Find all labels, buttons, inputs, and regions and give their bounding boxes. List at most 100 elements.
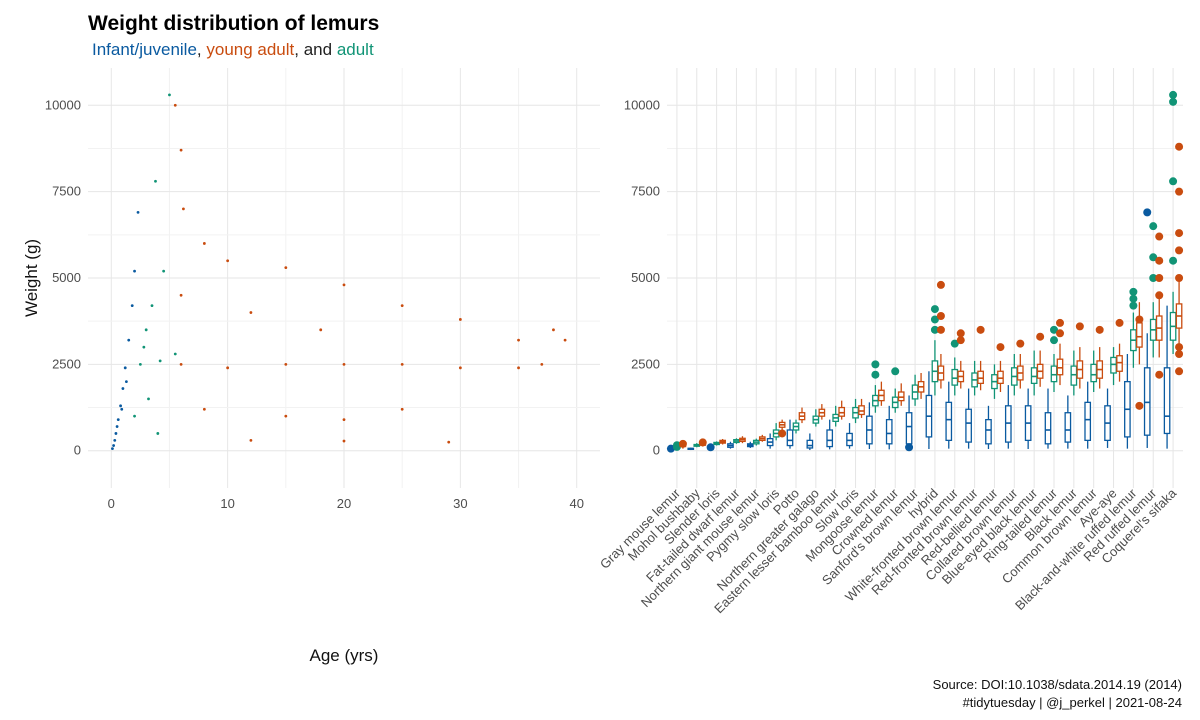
box-outlier-young-adult (1175, 246, 1184, 255)
chart-subtitle: Infant/juvenile, young adult, and adult (92, 40, 374, 60)
box-outlier-young-adult (1135, 315, 1144, 324)
box-y-tick-label: 5000 (631, 270, 660, 285)
box-outlier-young-adult (678, 439, 687, 448)
box-infant (885, 418, 893, 445)
scatter-point-young-adult (284, 266, 288, 270)
box-young-adult (1116, 355, 1123, 372)
subtitle-separator-2: , and (294, 40, 337, 59)
box-outlier-adult (1129, 301, 1138, 310)
scatter-point-young-adult (342, 283, 346, 287)
box-outlier-infant (706, 443, 715, 452)
scatter-point-adult (168, 93, 171, 97)
scatter-y-tick-label: 2500 (52, 356, 81, 371)
box-outlier-young-adult (698, 438, 707, 447)
scatter-point-infant (111, 447, 114, 451)
chart-title: Weight distribution of lemurs (88, 12, 380, 35)
scatter-point-adult (133, 414, 136, 418)
scatter-point-adult (173, 352, 177, 356)
box-outlier-young-adult (1175, 142, 1184, 151)
box-outlier-young-adult (996, 343, 1005, 352)
scatter-x-tick-label: 20 (337, 496, 351, 511)
box-outlier-young-adult (1075, 322, 1084, 331)
box-outlier-young-adult (1175, 367, 1184, 376)
scatter-point-young-adult (552, 328, 555, 332)
scatter-point-young-adult (173, 103, 177, 107)
scatter-point-infant (112, 444, 115, 447)
box-young-adult (897, 391, 905, 402)
scatter-x-axis-label: Age (yrs) (310, 646, 379, 665)
scatter-point-infant (136, 210, 140, 214)
scatter-x-tick-label: 40 (569, 496, 583, 511)
box-infant (786, 429, 794, 447)
box-outlier-young-adult (936, 280, 945, 289)
box-outlier-adult (1149, 222, 1158, 231)
box-outlier-young-adult (1155, 274, 1164, 282)
box-y-tick-label: 0 (653, 443, 660, 458)
box-y-tick-label: 2500 (631, 356, 660, 371)
box-young-adult (1056, 358, 1064, 376)
box-adult (1110, 356, 1117, 374)
box-outlier-young-adult (1155, 232, 1164, 241)
scatter-point-young-adult (540, 362, 544, 366)
box-outlier-young-adult (936, 312, 945, 320)
box-outlier-adult (1129, 287, 1138, 296)
box-outlier-young-adult (1135, 401, 1144, 410)
scatter-point-young-adult (447, 440, 451, 444)
box-adult (1030, 367, 1038, 385)
box-adult (1050, 365, 1058, 383)
scatter-point-adult (144, 328, 148, 332)
scatter-point-adult (142, 345, 146, 349)
box-outlier-adult (672, 441, 681, 450)
subtitle-infant-juvenile: Infant/juvenile (92, 40, 197, 59)
box-outlier-adult (871, 370, 880, 379)
box-outlier-adult (1169, 90, 1178, 99)
scatter-point-young-adult (202, 407, 206, 411)
box-outlier-young-adult (778, 429, 787, 438)
scatter-point-infant (120, 407, 124, 411)
box-outlier-adult (1169, 97, 1178, 106)
scatter-point-infant (114, 432, 118, 435)
scatter-point-young-adult (182, 207, 185, 211)
box-outlier-adult (1149, 274, 1158, 282)
box-outlier-young-adult (1155, 291, 1164, 300)
scatter-point-young-adult (517, 338, 520, 342)
box-adult (1090, 363, 1098, 383)
box-outlier-young-adult (1175, 343, 1184, 352)
box-outlier-adult (1149, 253, 1158, 262)
box-outlier-young-adult (1175, 229, 1184, 238)
box-outlier-adult (950, 339, 959, 348)
scatter-point-infant (127, 338, 131, 342)
box-infant (1143, 367, 1151, 436)
box-outlier-adult (891, 367, 900, 376)
box-infant (1163, 367, 1171, 435)
box-infant (806, 439, 814, 449)
scatter-point-young-adult (458, 318, 462, 321)
subtitle-young-adult: young adult (206, 40, 295, 59)
scatter-y-tick-label: 0 (74, 443, 81, 458)
box-outlier-young-adult (1056, 329, 1064, 338)
box-adult (1070, 365, 1078, 386)
box-outlier-young-adult (1016, 339, 1025, 348)
scatter-point-young-adult (284, 362, 288, 366)
box-outlier-young-adult (956, 329, 965, 338)
scatter-point-infant (123, 366, 127, 370)
box-y-tick-label: 10000 (624, 97, 660, 112)
box-infant (965, 408, 972, 443)
scatter-point-adult (162, 269, 166, 273)
scatter-point-young-adult (249, 438, 253, 442)
scatter-y-tick-label: 10000 (45, 97, 81, 112)
scatter-point-infant (125, 380, 128, 384)
scatter-x-tick-label: 10 (220, 496, 234, 511)
scatter-point-infant (133, 269, 136, 273)
scatter-point-adult (138, 362, 142, 366)
scatter-point-young-adult (517, 366, 520, 370)
box-outlier-young-adult (1036, 332, 1045, 341)
box-outlier-young-adult (976, 325, 985, 334)
caption-source: Source: DOI:10.1038/sdata.2014.19 (2014) (932, 677, 1182, 692)
scatter-point-adult (158, 359, 162, 363)
box-infant (985, 418, 992, 445)
box-outlier-young-adult (1175, 350, 1184, 358)
caption: Source: DOI:10.1038/sdata.2014.19 (2014)… (933, 676, 1182, 712)
scatter-y-axis-label: Weight (g) (22, 239, 41, 317)
